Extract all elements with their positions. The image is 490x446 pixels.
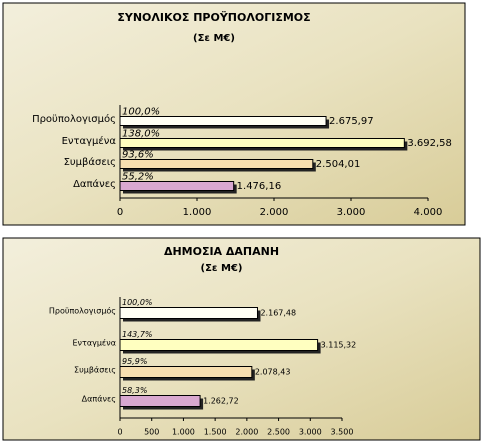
chart-title: ΔΗΜΟΣΙΑ ΔΑΠΑΝΗ <box>164 245 279 258</box>
x-tick-label: 1.000 <box>183 207 212 218</box>
value-label: 2.078,43 <box>255 368 291 377</box>
value-label: 3.115,32 <box>321 341 357 350</box>
percent-label: 93,6% <box>122 150 154 161</box>
chart-title: ΣΥΝΟΛΙΚΟΣ ΠΡΟΫΠΟΛΟΓΙΣΜΟΣ <box>117 10 310 24</box>
x-tick-label: 500 <box>144 428 159 437</box>
percent-label: 55,2% <box>122 172 154 183</box>
bar <box>119 138 405 148</box>
chart-subtitle: (Σε Μ€) <box>193 33 235 44</box>
category-label: Ενταγμένα <box>62 135 117 147</box>
bar <box>119 159 314 169</box>
x-tick-label: 2.000 <box>235 428 258 437</box>
percent-label: 95,9% <box>122 357 147 366</box>
category-label: Προϋπολογισμός <box>49 306 116 316</box>
value-label: 3.692,58 <box>407 138 452 149</box>
x-tick-label: 2.500 <box>267 428 290 437</box>
category-label: Δαπάνες <box>82 395 116 404</box>
x-tick-label: 2.000 <box>260 207 289 218</box>
x-tick-label: 4.000 <box>414 207 443 218</box>
x-tick-label: 1.500 <box>204 428 227 437</box>
percent-label: 58,3% <box>122 386 147 395</box>
category-label: Ενταγμένα <box>72 338 116 348</box>
bar <box>119 307 258 319</box>
chart-subtitle: (Σε Μ€) <box>201 263 243 274</box>
value-label: 2.675,97 <box>329 116 374 127</box>
bar <box>119 181 235 191</box>
percent-label: 100,0% <box>122 107 160 118</box>
value-label: 2.167,48 <box>260 309 296 318</box>
category-label: Συμβάσεις <box>74 366 116 375</box>
x-tick-label: 3.000 <box>337 207 366 218</box>
value-label: 1.262,72 <box>203 397 239 406</box>
x-tick-label: 3.000 <box>299 428 322 437</box>
bar <box>119 395 201 407</box>
percent-label: 100,0% <box>122 298 153 307</box>
percent-label: 143,7% <box>122 330 153 339</box>
category-label: Δαπάνες <box>73 178 116 190</box>
x-tick-label: 3.500 <box>331 428 354 437</box>
x-tick-label: 1.000 <box>172 428 195 437</box>
value-label: 1.476,16 <box>237 181 282 192</box>
bar <box>119 116 327 126</box>
bar <box>119 366 253 378</box>
percent-label: 138,0% <box>122 129 160 140</box>
category-label: Συμβάσεις <box>64 156 116 168</box>
bar <box>119 339 319 351</box>
category-label: Προϋπολογισμός <box>32 113 116 125</box>
value-label: 2.504,01 <box>316 159 361 170</box>
x-tick-label: 0 <box>117 207 123 218</box>
x-tick-label: 0 <box>117 428 122 437</box>
